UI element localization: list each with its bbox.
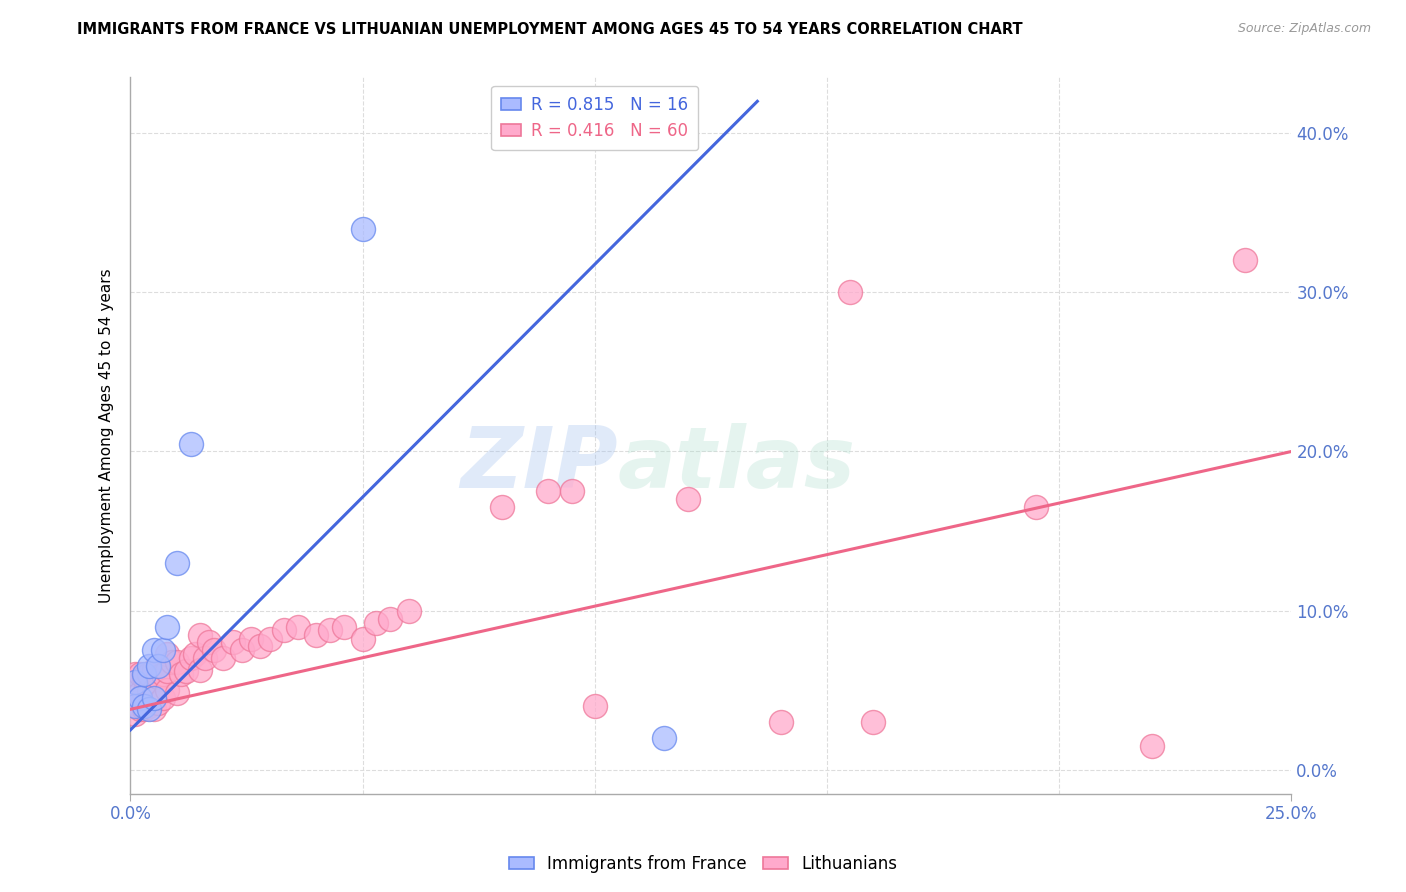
Point [839, 285, 862, 300]
Point [124, 707, 146, 722]
Point [1025, 500, 1047, 515]
Point [676, 492, 699, 507]
Point [142, 643, 165, 657]
Point [148, 696, 170, 710]
Point [174, 664, 197, 678]
Point [537, 484, 560, 499]
Text: atlas: atlas [619, 423, 856, 506]
Point [561, 484, 583, 499]
Point [138, 702, 160, 716]
Point [152, 667, 174, 681]
Point [184, 647, 207, 661]
Point [138, 667, 160, 681]
Point [273, 623, 295, 637]
Point [160, 655, 183, 669]
Point [380, 611, 402, 625]
Point [188, 627, 211, 641]
Point [188, 663, 211, 677]
Point [156, 619, 179, 633]
Point [305, 627, 328, 641]
Point [180, 436, 202, 450]
Point [198, 635, 221, 649]
Point [138, 699, 160, 714]
Point [1234, 253, 1257, 268]
Point [156, 664, 179, 678]
Point [142, 702, 165, 716]
Point [166, 655, 188, 669]
Point [654, 731, 676, 745]
Point [583, 699, 606, 714]
Point [1140, 739, 1163, 753]
Point [333, 619, 356, 633]
Point [128, 686, 150, 700]
Point [287, 619, 309, 633]
Point [142, 691, 165, 706]
Point [128, 667, 150, 681]
Point [231, 643, 253, 657]
Point [398, 604, 420, 618]
Point [134, 686, 156, 700]
Point [180, 651, 202, 665]
Point [138, 659, 160, 673]
Point [142, 663, 165, 677]
Text: Source: ZipAtlas.com: Source: ZipAtlas.com [1237, 22, 1371, 36]
Point [156, 647, 179, 661]
Point [124, 699, 146, 714]
Point [124, 667, 146, 681]
Point [366, 616, 388, 631]
Point [152, 643, 174, 657]
Point [134, 667, 156, 681]
Point [194, 651, 217, 665]
Point [769, 714, 792, 729]
Point [166, 556, 188, 570]
Y-axis label: Unemployment Among Ages 45 to 54 years: Unemployment Among Ages 45 to 54 years [100, 268, 114, 603]
Text: IMMIGRANTS FROM FRANCE VS LITHUANIAN UNEMPLOYMENT AMONG AGES 45 TO 54 YEARS CORR: IMMIGRANTS FROM FRANCE VS LITHUANIAN UNE… [77, 22, 1024, 37]
Point [240, 632, 263, 647]
Point [202, 643, 225, 657]
Point [134, 702, 156, 716]
Point [128, 702, 150, 716]
Point [156, 683, 179, 698]
Point [862, 714, 884, 729]
Legend: R = 0.815   N = 16, R = 0.416   N = 60: R = 0.815 N = 16, R = 0.416 N = 60 [491, 86, 699, 150]
Point [134, 671, 156, 685]
Point [221, 635, 243, 649]
Point [134, 699, 156, 714]
Point [124, 675, 146, 690]
Point [170, 667, 193, 681]
Point [249, 639, 271, 653]
Point [352, 632, 374, 647]
Text: ZIP: ZIP [460, 423, 619, 506]
Point [148, 671, 170, 685]
Point [319, 623, 342, 637]
Point [124, 696, 146, 710]
Point [352, 221, 374, 235]
Point [128, 691, 150, 706]
Point [491, 500, 513, 515]
Point [166, 686, 188, 700]
Point [212, 651, 235, 665]
Point [259, 632, 281, 647]
Legend: Immigrants from France, Lithuanians: Immigrants from France, Lithuanians [502, 848, 904, 880]
Point [138, 683, 160, 698]
Point [152, 691, 174, 706]
Point [142, 683, 165, 698]
Point [148, 659, 170, 673]
